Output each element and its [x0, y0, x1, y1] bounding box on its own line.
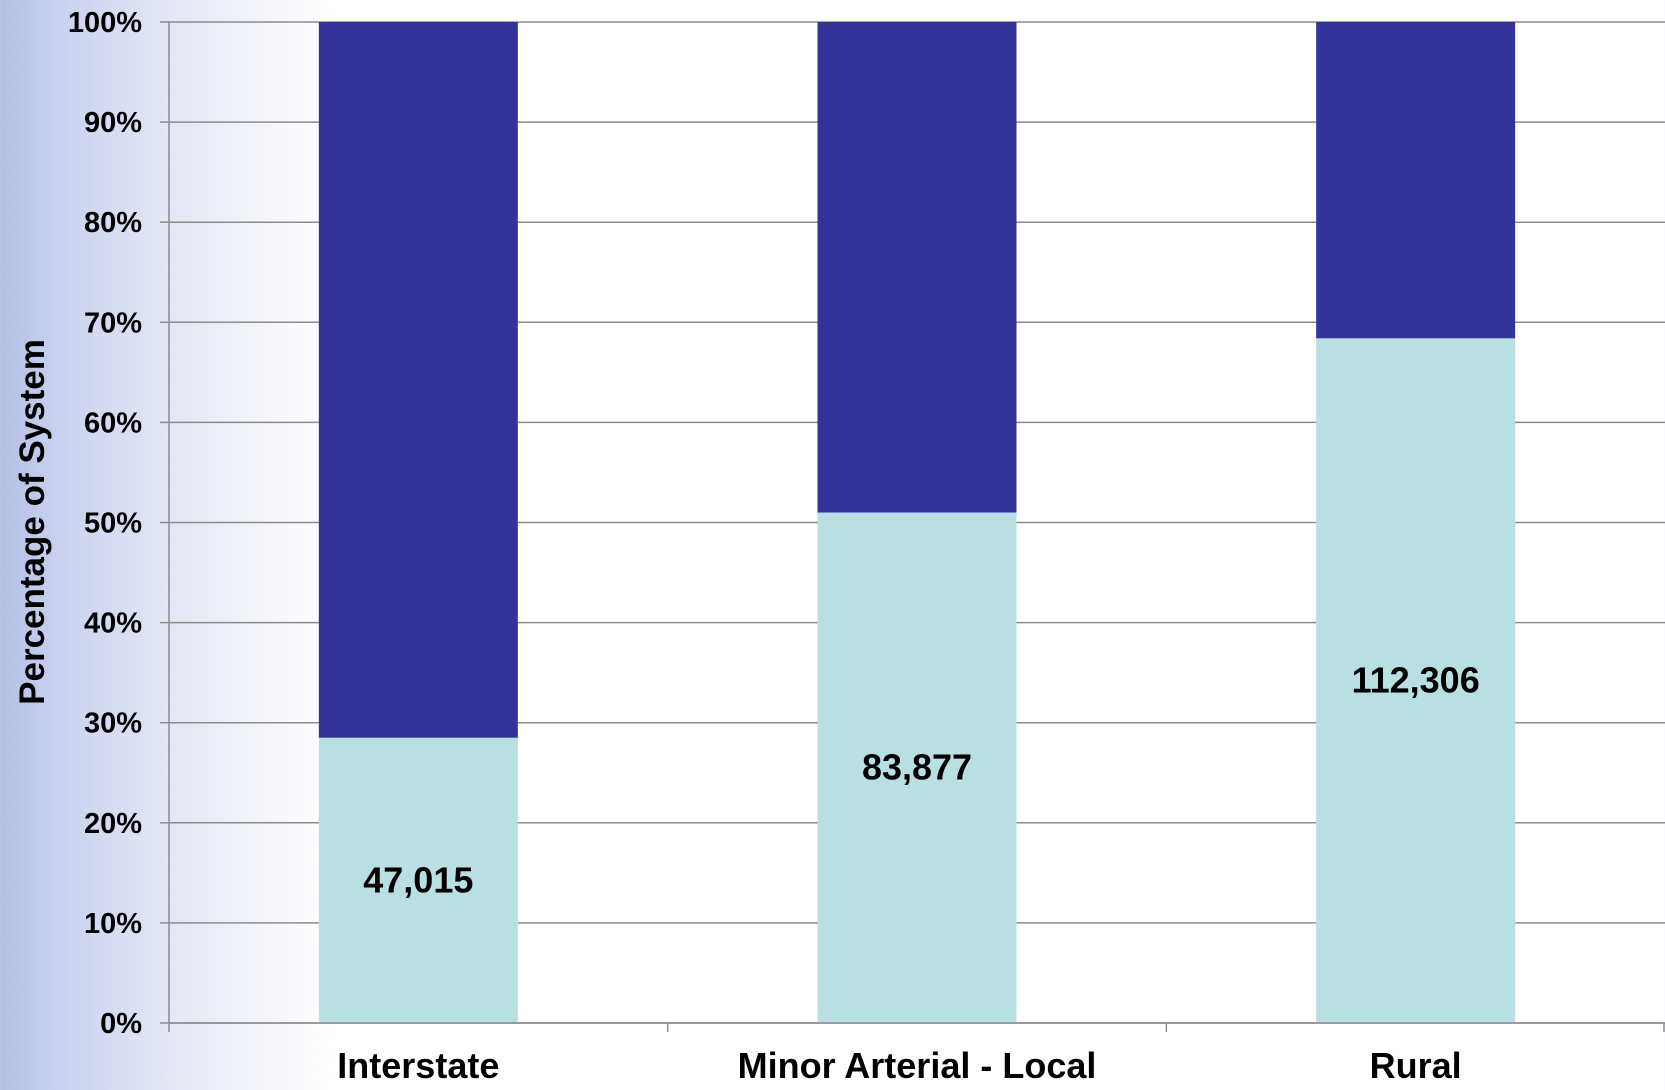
y-tick-label: 60% — [84, 407, 142, 439]
y-tick-label: 10% — [84, 908, 142, 940]
y-tick-label: 50% — [84, 508, 142, 540]
y-tick-label: 20% — [84, 808, 142, 840]
y-tick-label: 30% — [84, 708, 142, 740]
data-label: 47,015 — [363, 859, 473, 900]
bar-segment — [318, 737, 518, 1023]
y-tick-label: 40% — [84, 608, 142, 640]
bar-segment — [1316, 338, 1516, 1023]
bar-segment — [817, 512, 1017, 1023]
y-tick-label: 80% — [84, 207, 142, 239]
y-tick-label: 70% — [84, 307, 142, 339]
label-layer: 0% 10% 20% 30% 40% 50% 60% 70% 80% 90% 100% 47,015 I… — [68, 7, 1480, 1086]
data-label: 83,877 — [862, 747, 972, 788]
axis-layer — [160, 21, 1665, 1032]
bar-segment — [1316, 22, 1516, 339]
x-tick-label: Minor Arterial - Local — [738, 1045, 1097, 1085]
bar-segment — [318, 22, 518, 738]
y-tick-label: 0% — [100, 1008, 142, 1040]
data-label: 112,306 — [1352, 660, 1480, 701]
x-tick-label: Rural — [1370, 1045, 1462, 1085]
bar-layer — [318, 22, 1516, 1023]
y-tick-label: 100% — [68, 7, 142, 39]
bar-segment — [817, 22, 1017, 513]
x-tick-label: Interstate — [337, 1045, 499, 1085]
y-tick-label: 90% — [84, 107, 142, 139]
y-axis-title: Percentage of System — [13, 339, 52, 705]
